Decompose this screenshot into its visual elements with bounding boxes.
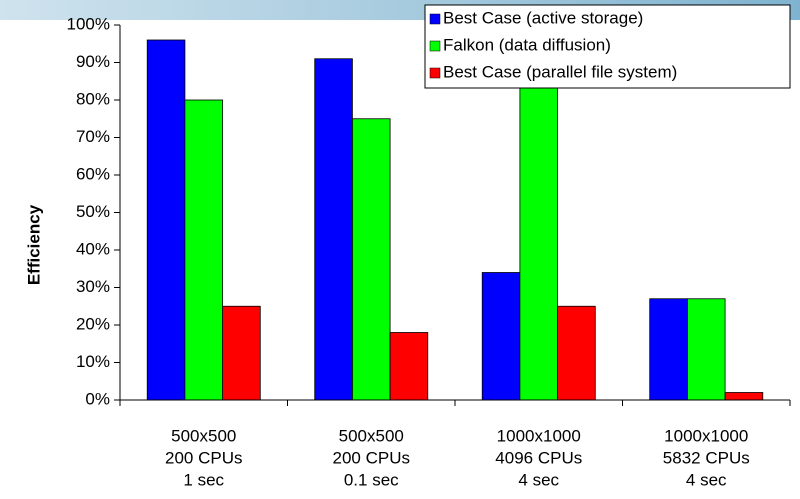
legend-swatch	[429, 40, 441, 52]
x-tick-label: 4 sec	[686, 470, 727, 489]
y-tick-label: 100%	[67, 14, 110, 33]
legend-swatch	[429, 67, 441, 79]
y-tick-label: 50%	[76, 202, 110, 221]
legend-label: Best Case (active storage)	[443, 8, 643, 27]
y-tick-label: 60%	[76, 164, 110, 183]
bar	[519, 80, 558, 401]
x-tick-label: 4 sec	[518, 470, 559, 489]
bar	[389, 332, 429, 401]
x-tick-label: 200 CPUs	[333, 448, 410, 467]
bar	[687, 298, 726, 401]
y-tick-label: 90%	[76, 52, 110, 71]
x-tick-label: 200 CPUs	[165, 448, 242, 467]
bar	[352, 118, 391, 401]
y-tick-label: 80%	[76, 89, 110, 108]
y-tick-label: 0%	[85, 389, 110, 408]
y-tick-label: 10%	[76, 352, 110, 371]
bar	[557, 305, 596, 401]
y-tick-label: 40%	[76, 239, 110, 258]
y-tick-label: 30%	[76, 277, 110, 296]
bar	[314, 58, 353, 401]
y-tick-label: 70%	[76, 127, 110, 146]
x-tick-label: 500x500	[171, 426, 236, 445]
x-tick-label: 1000x1000	[664, 426, 748, 445]
x-tick-label: 0.1 sec	[344, 470, 399, 489]
legend-box	[424, 4, 791, 89]
bar	[481, 272, 521, 401]
legend-label: Falkon (data diffusion)	[443, 35, 611, 54]
bar	[184, 99, 223, 401]
y-tick-label: 20%	[76, 314, 110, 333]
x-tick-label: 500x500	[339, 426, 404, 445]
legend-label: Best Case (parallel file system)	[443, 62, 677, 81]
x-tick-label: 5832 CPUs	[663, 448, 750, 467]
x-tick-label: 1 sec	[183, 470, 224, 489]
bar	[222, 305, 261, 401]
bar	[724, 392, 764, 401]
bar	[146, 39, 186, 401]
y-axis-label: Efficiency	[24, 204, 43, 285]
legend-swatch	[429, 13, 441, 25]
x-tick-label: 4096 CPUs	[495, 448, 582, 467]
x-tick-label: 1000x1000	[497, 426, 581, 445]
bar	[649, 298, 688, 401]
